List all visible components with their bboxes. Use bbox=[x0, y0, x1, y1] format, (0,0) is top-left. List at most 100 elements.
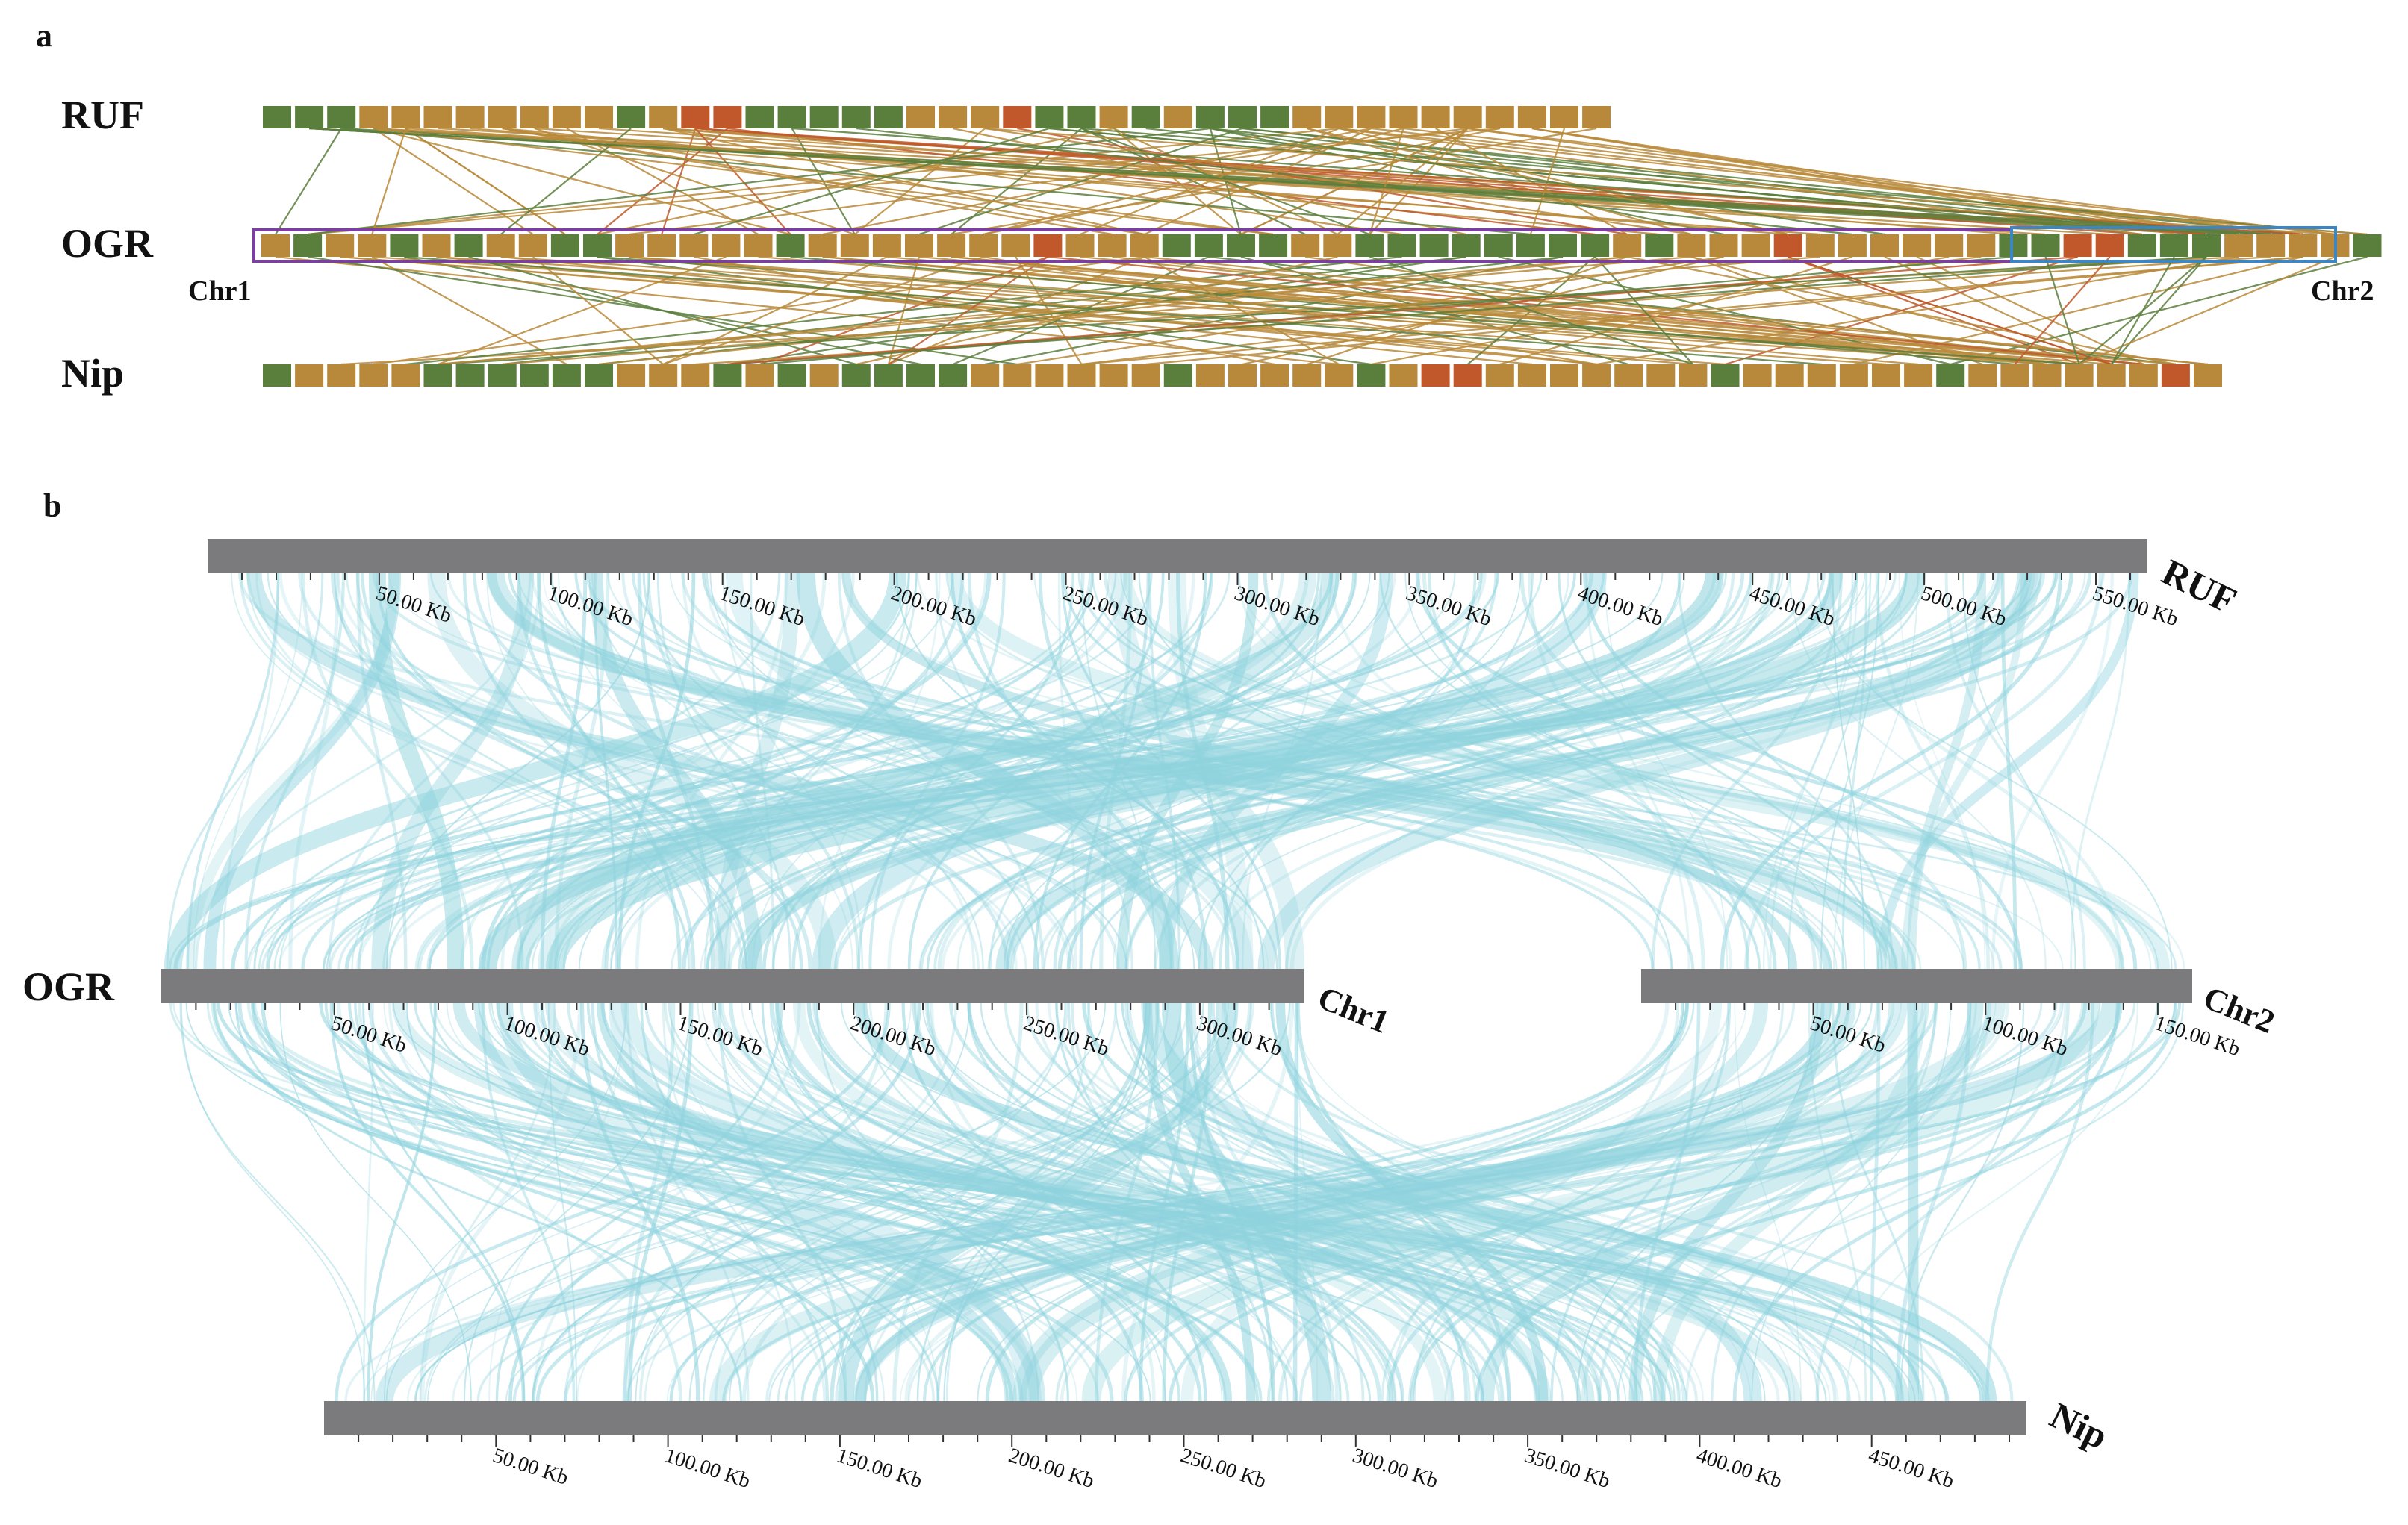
panel-a-ogr-block bbox=[1001, 234, 1030, 257]
synteny-ribbon bbox=[1519, 573, 1967, 970]
panel-a-synteny-line bbox=[373, 255, 1145, 366]
panel-b-nip-label: Nip bbox=[2044, 1394, 2114, 1457]
panel-a-ruf-block bbox=[906, 106, 935, 128]
synteny-ribbon bbox=[212, 1002, 1013, 1402]
synteny-ribbon bbox=[926, 573, 1908, 970]
panel-a-ruf-block bbox=[971, 106, 1000, 128]
synteny-ribbon bbox=[1198, 573, 1534, 970]
synteny-ribbon bbox=[1617, 1002, 2184, 1402]
panel-a-ruf-block bbox=[1035, 106, 1064, 128]
synteny-ribbon bbox=[1060, 1002, 2010, 1402]
axis-tick-label: 250.00 Kb bbox=[1177, 1444, 1269, 1493]
panel-a-ogr-block bbox=[518, 234, 547, 257]
synteny-ribbon bbox=[1815, 1002, 2070, 1402]
synteny-ribbon bbox=[666, 1002, 1902, 1402]
panel-a-ogr-block bbox=[550, 234, 579, 257]
panel-a-ogr-block bbox=[1065, 234, 1095, 257]
synteny-ribbon bbox=[246, 573, 1213, 970]
synteny-ribbon bbox=[420, 1002, 582, 1402]
synteny-ribbon bbox=[1581, 1002, 1991, 1402]
synteny-ribbon bbox=[700, 573, 1888, 970]
panel-a-synteny-line bbox=[791, 127, 2271, 236]
panel-a-ogr-label: OGR bbox=[61, 221, 154, 266]
synteny-ribbon bbox=[1035, 573, 2056, 970]
panel-a-synteny-line bbox=[405, 128, 566, 235]
synteny-ribbon bbox=[995, 573, 2035, 970]
panel-a-nip-block bbox=[1904, 364, 1933, 387]
synteny-ribbon bbox=[923, 1002, 1685, 1402]
panel-a-ogr-block bbox=[615, 234, 644, 257]
panel-a-synteny-line bbox=[727, 255, 2078, 366]
synteny-ribbon bbox=[1067, 1002, 1274, 1402]
panel-a-ogr-block bbox=[1999, 234, 2028, 257]
synteny-ribbon bbox=[729, 1002, 1237, 1402]
panel-a-ogr-block bbox=[1419, 234, 1449, 257]
panel-a-ruf-block bbox=[617, 106, 646, 128]
panel-a-nip-block bbox=[874, 364, 903, 387]
synteny-ribbon bbox=[486, 572, 1907, 970]
synteny-ribbon bbox=[1550, 1002, 1732, 1402]
synteny-ribbon bbox=[247, 573, 1027, 970]
panel-a-ruf-block bbox=[1389, 106, 1418, 128]
panel-a-synteny-line bbox=[822, 127, 1372, 236]
panel-a-ogr-block bbox=[1967, 234, 1996, 257]
synteny-ribbon bbox=[1082, 1002, 1923, 1402]
synteny-ribbon bbox=[644, 1002, 1620, 1402]
panel-a-ogr-block bbox=[2224, 234, 2253, 257]
panel-a-ogr-block bbox=[744, 234, 773, 257]
panel-a-ogr-block bbox=[326, 234, 355, 257]
panel-a-synteny-line bbox=[856, 255, 1338, 366]
panel-a-ogr-block bbox=[1452, 234, 1481, 257]
ogr-chr1-bar bbox=[161, 969, 1304, 1003]
panel-a-ruf-label: RUF bbox=[61, 93, 144, 137]
synteny-ribbon bbox=[345, 573, 1074, 970]
axis-tick-label: 350.00 Kb bbox=[1522, 1444, 1613, 1493]
panel-a-nip-block bbox=[2129, 364, 2158, 387]
synteny-ribbon bbox=[405, 1002, 886, 1402]
synteny-ribbon bbox=[1832, 573, 1865, 970]
synteny-ribbon bbox=[478, 573, 1724, 970]
synteny-ribbon bbox=[943, 1002, 1151, 1402]
synteny-ribbon bbox=[806, 1002, 1581, 1402]
synteny-ribbon bbox=[246, 1002, 1674, 1402]
synteny-ribbon bbox=[608, 1002, 1037, 1402]
synteny-ribbon bbox=[987, 573, 2032, 970]
synteny-ribbon bbox=[1820, 573, 1880, 970]
panel-a-ogr-block bbox=[1387, 234, 1416, 257]
panel-a-synteny-line bbox=[371, 128, 407, 235]
synteny-ribbon bbox=[930, 1002, 1156, 1402]
panel-a-nip-block bbox=[1325, 364, 1354, 387]
synteny-ribbon bbox=[1066, 573, 1832, 970]
panel-a-nip-block bbox=[1807, 364, 1836, 387]
synteny-ribbon bbox=[1121, 1002, 1294, 1402]
panel-a-nip-block bbox=[1485, 364, 1514, 387]
panel-a-nip-block bbox=[681, 364, 710, 387]
panel-a-ruf-block bbox=[1195, 106, 1225, 128]
panel-a-nip-block bbox=[1517, 364, 1546, 387]
synteny-ribbon bbox=[841, 573, 1798, 970]
synteny-ribbon bbox=[662, 1002, 796, 1402]
synteny-ribbon bbox=[1125, 573, 1775, 970]
synteny-ribbon bbox=[1841, 573, 1868, 970]
panel-a-ruf-block bbox=[295, 106, 324, 128]
panel-a-synteny-line bbox=[1337, 128, 1469, 235]
synteny-ribbon bbox=[1087, 1002, 1478, 1402]
panel-a-synteny-line bbox=[1144, 256, 1340, 365]
synteny-ribbon bbox=[406, 1002, 847, 1402]
synteny-ribbon bbox=[588, 573, 762, 970]
panel-b-chr1-label: Chr1 bbox=[1313, 979, 1394, 1041]
panel-a-nip-block bbox=[1163, 364, 1192, 387]
synteny-ribbon bbox=[1124, 1002, 1471, 1402]
synteny-ribbon bbox=[481, 573, 992, 970]
panel-a-nip-block bbox=[1131, 364, 1160, 387]
synteny-ribbon bbox=[1415, 573, 2138, 970]
synteny-ribbon bbox=[419, 1002, 556, 1402]
panel-a-ruf-block bbox=[1325, 106, 1354, 128]
synteny-ribbon bbox=[273, 573, 1231, 970]
synteny-ribbon bbox=[375, 1002, 2120, 1403]
synteny-ribbon bbox=[1071, 1002, 1365, 1402]
panel-a-synteny-line bbox=[629, 127, 1468, 236]
synteny-ribbon bbox=[669, 1002, 939, 1402]
panel-a-nip-block bbox=[1292, 364, 1322, 387]
synteny-ribbon bbox=[545, 572, 1924, 970]
